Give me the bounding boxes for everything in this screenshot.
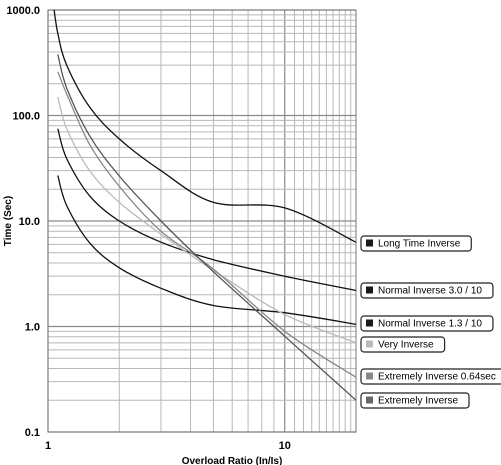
legend-label: Long Time Inverse [378,239,461,250]
legend-swatch [366,340,373,348]
legend-box [360,368,501,385]
legend-box [360,336,446,353]
legend-item-2: Normal Inverse 3.0 / 10 [360,282,494,299]
legend-box [360,235,472,252]
legend-swatch [366,239,373,247]
legend-swatch [366,372,373,380]
x-tick-label: 10 [279,440,291,452]
axes: Time (Sec) Overload Ratio (In/Is) 1000.0… [3,5,291,465]
y-axis-title: Time (Sec) [3,196,14,246]
legend-label: Extremely Inverse 0.64sec [378,372,496,383]
y-tick-label: 0.1 [25,427,40,439]
legend-box [360,282,494,299]
x-axis-title: Overload Ratio (In/Is) [182,456,283,465]
series-group [53,10,357,401]
legend-swatch [366,286,373,294]
legend-box [360,392,470,409]
legend-swatch [366,319,373,327]
legend-item-4: Very Inverse [360,336,446,353]
plot-frame [47,9,357,433]
y-tick-label: 1000.0 [6,5,40,17]
legend-item-3: Normal Inverse 1.3 / 10 [360,315,494,332]
series-line-3 [57,175,357,325]
legend-label: Extremely Inverse [378,396,458,407]
series-line-5 [57,71,357,378]
legend-item-6: Extremely Inverse [360,392,470,409]
grid [47,9,357,433]
legend-label: Very Inverse [378,340,434,351]
y-tick-label: 100.0 [12,111,40,123]
series-line-6 [57,54,357,401]
legend-item-5: Extremely Inverse 0.64sec [360,368,501,385]
y-tick-label: 10.0 [19,216,40,228]
legend-swatch [366,396,373,404]
series-line-1 [53,10,357,243]
legend-label: Normal Inverse 1.3 / 10 [378,319,482,330]
series-line-4 [57,96,357,344]
legend-item-1: Long Time Inverse [360,235,472,252]
legend-label: Normal Inverse 3.0 / 10 [378,286,482,297]
y-tick-label: 1.0 [25,322,40,334]
legend: Long Time Inverse Normal Inverse 3.0 / 10… [360,235,501,409]
x-tick-label: 1 [45,440,51,452]
series-line-2 [57,128,357,292]
legend-box [360,315,494,332]
